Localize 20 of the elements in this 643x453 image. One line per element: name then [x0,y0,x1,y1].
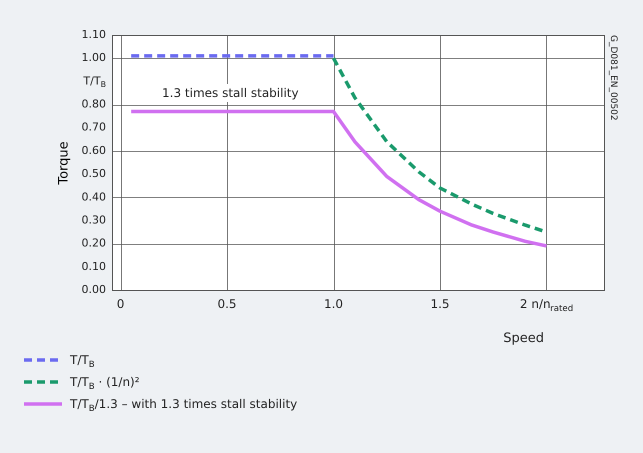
y-axis-title: Torque [56,141,72,186]
x-tick-label: 1.0 [324,297,344,311]
y-tick-label: 0.30 [82,213,106,226]
y-tick-label: 0.70 [82,120,106,134]
y-tick-label: 1.00 [82,51,106,64]
annotation: 1.3 times stall stability [162,86,299,100]
x-tick-label: 0.5 [217,297,237,311]
text: G_D081_EN_00502 [608,35,618,121]
y-tick-label: 0.50 [82,167,106,180]
line-series [129,110,548,248]
x-axis-title: Speed [503,331,544,346]
y-tick-label: 0.10 [82,260,106,273]
x-tick-label: 1.5 [430,297,450,311]
y-tick-label: 0.20 [82,236,106,250]
y-tick-label: 0.00 [82,283,106,296]
y-tick-label: 0.40 [82,190,106,204]
y-tick-label: 1.10 [82,28,106,41]
y-tick-label: 0.80 [82,98,106,111]
y-tick-label: 0.60 [82,144,106,157]
x-tick-label: 0 [116,297,124,311]
